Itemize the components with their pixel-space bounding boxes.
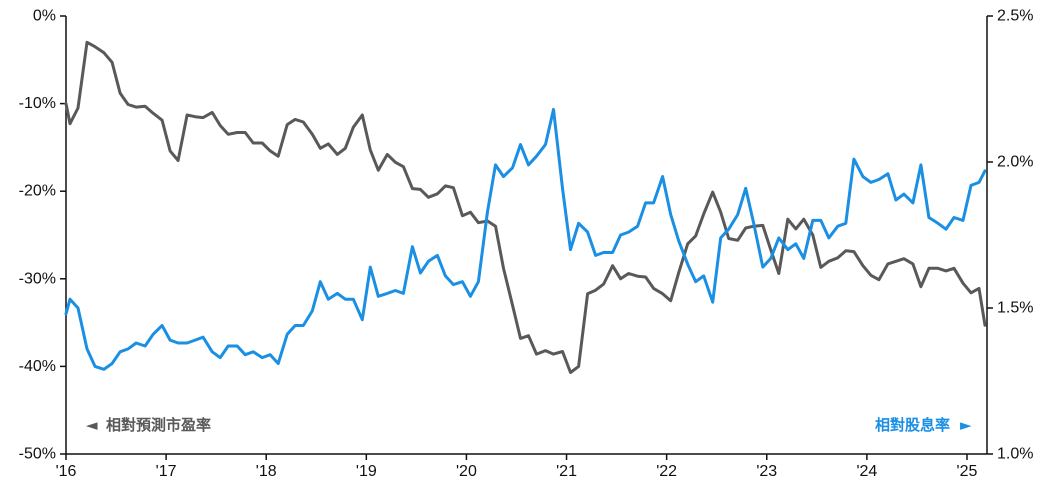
right-axis-ticks: 2.5% 2.0% 1.5% 1.0% bbox=[987, 8, 1033, 463]
x-axis-ticks: '16 '17 '18 '19 '20 '21 '22 '23 '24 '25 bbox=[56, 454, 978, 480]
x-tick-label: '18 bbox=[256, 463, 277, 480]
x-tick-label: '20 bbox=[456, 463, 477, 480]
x-tick-label: '23 bbox=[756, 463, 777, 480]
left-tick-label: -40% bbox=[19, 358, 56, 375]
x-tick-label: '25 bbox=[957, 463, 978, 480]
x-tick-label: '17 bbox=[156, 463, 177, 480]
series-line-relative-dividend-yield bbox=[64, 107, 987, 371]
x-tick-label: '16 bbox=[56, 463, 77, 480]
legend-right-arrow: ► bbox=[960, 416, 972, 434]
legend-left: ◄ 相對預測市盈率 bbox=[86, 416, 211, 434]
right-tick-label: 2.0% bbox=[997, 154, 1033, 171]
x-tick-label: '24 bbox=[856, 463, 877, 480]
legend-right: 相對股息率 ► bbox=[875, 416, 972, 434]
left-tick-label: -30% bbox=[19, 270, 56, 287]
left-tick-label: -10% bbox=[19, 95, 56, 112]
left-axis-ticks: 0% -10% -20% -30% -40% -50% bbox=[19, 8, 66, 463]
right-tick-label: 1.5% bbox=[997, 300, 1033, 317]
x-tick-label: '19 bbox=[356, 463, 377, 480]
series-layer bbox=[64, 40, 987, 374]
right-tick-label: 1.0% bbox=[997, 446, 1033, 463]
series-line-relative-forward-pe bbox=[64, 40, 987, 374]
x-tick-label: '21 bbox=[556, 463, 577, 480]
legend-left-label: 相對預測市盈率 bbox=[106, 416, 211, 434]
right-tick-label: 2.5% bbox=[997, 8, 1033, 25]
left-tick-label: -20% bbox=[19, 183, 56, 200]
left-tick-label: 0% bbox=[33, 8, 56, 25]
legend-right-label: 相對股息率 bbox=[875, 416, 950, 434]
left-tick-label: -50% bbox=[19, 446, 56, 463]
axes: 0%-10%-20%-30%-40%-50% 2.5%2.0%1.5%1.0% … bbox=[19, 8, 1034, 481]
legend-left-arrow: ◄ bbox=[86, 416, 98, 434]
x-tick-label: '22 bbox=[656, 463, 677, 480]
